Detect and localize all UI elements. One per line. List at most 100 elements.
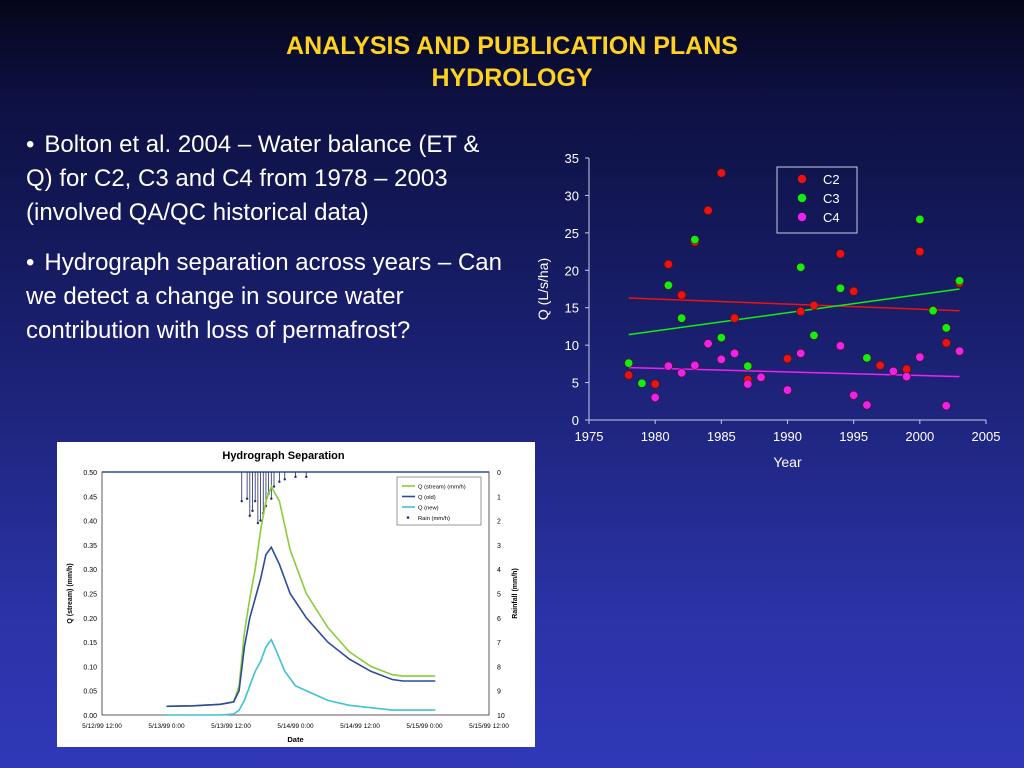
- data-point: [730, 348, 740, 358]
- x-tick-label: 2000: [905, 429, 934, 444]
- legend-marker: [797, 174, 807, 184]
- y2-tick-label: 5: [497, 592, 501, 599]
- data-point: [835, 249, 845, 259]
- title-line-2: HYDROLOGY: [431, 64, 593, 92]
- data-point: [624, 358, 634, 368]
- rain-point: [305, 475, 308, 479]
- y-tick-label: 25: [565, 226, 579, 241]
- chart-legend: C2 C3 C4: [776, 166, 858, 234]
- y-tick-label: 10: [565, 338, 579, 353]
- legend-swatch: [406, 516, 410, 519]
- data-point: [915, 247, 925, 257]
- data-point: [796, 348, 806, 358]
- data-point: [650, 393, 660, 403]
- bullet-text: Bolton et al. 2004 – Water balance (ET &…: [26, 131, 480, 226]
- slide-title: ANALYSIS AND PUBLICATION PLANS HYDROLOGY: [0, 30, 1024, 94]
- hydrograph-legend: Q (stream) (mm/h) Q (old) Q (new) Rain (mm/…: [396, 476, 482, 526]
- y2-axis-title: Rainfall (mm/h): [512, 568, 519, 619]
- scatter-chart: 0 5 10 15 20 25 30 35 1975 1980 1985 1990 1995 2000 20…: [535, 151, 1000, 470]
- data-point: [677, 313, 687, 323]
- legend-box: [776, 166, 858, 234]
- x-tick-label: 5/14/99 0:00: [277, 723, 314, 730]
- x-tick-label: 1995: [839, 429, 868, 444]
- data-point: [915, 214, 925, 224]
- x-tick-label: 5/13/99 0:00: [148, 723, 185, 730]
- x-axis-title: Date: [287, 735, 303, 744]
- hydrograph-title: Hydrograph Separation: [222, 450, 345, 462]
- y-tick-label: 0.20: [83, 616, 97, 623]
- bullet-dot-icon: •: [26, 131, 35, 158]
- y-tick-label: 0.40: [83, 519, 97, 526]
- rain-point: [256, 521, 260, 525]
- legend-label: C3: [823, 191, 840, 206]
- data-point: [849, 390, 859, 400]
- data-point: [955, 276, 965, 286]
- data-point: [716, 168, 726, 178]
- rain-point: [270, 497, 273, 500]
- legend-label: Q (old): [418, 495, 436, 501]
- y2-tick-label: 3: [497, 543, 501, 550]
- y2-tick-label: 8: [497, 664, 501, 671]
- rain-point: [248, 514, 252, 517]
- rain-point: [251, 509, 254, 513]
- rain-point: [259, 519, 262, 522]
- trend-line: [628, 297, 960, 312]
- data-point: [663, 259, 673, 269]
- data-point: [624, 370, 634, 380]
- rain-point: [272, 485, 276, 488]
- data-point: [941, 338, 951, 348]
- trend-line: [628, 288, 960, 336]
- x-tick-label: 5/15/99 0:00: [406, 723, 443, 730]
- x-tick-label: 1990: [773, 429, 802, 444]
- x-tick-label: 5/12/99 12:00: [82, 723, 122, 730]
- rain-point: [278, 480, 281, 483]
- y-tick-label: 15: [565, 301, 579, 316]
- x-tick-label: 1975: [575, 429, 604, 444]
- legend-box: [396, 476, 482, 526]
- y-tick-label: 5: [572, 376, 579, 391]
- data-point: [690, 360, 700, 370]
- bullet-dot-icon: •: [26, 249, 35, 276]
- y-tick-label: 0: [572, 413, 579, 428]
- data-point: [809, 300, 819, 310]
- series-line: [166, 545, 436, 708]
- y-tick-label: 0.00: [83, 713, 97, 720]
- series-line: [166, 484, 436, 708]
- x-axis-title: Year: [773, 454, 802, 470]
- y-tick-label: 0.50: [83, 470, 97, 477]
- y-tick-label: 0.10: [83, 664, 97, 671]
- y-tick-label: 0.05: [83, 689, 97, 696]
- data-point: [756, 372, 766, 382]
- legend-label: Q (stream) (mm/h): [418, 485, 466, 491]
- y2-tick-label: 4: [497, 567, 501, 574]
- bullet-text: Hydrograph separation across years – Can…: [26, 249, 502, 344]
- data-point: [796, 306, 806, 316]
- legend-marker: [797, 193, 807, 203]
- y2-tick-label: 7: [497, 640, 501, 647]
- data-point: [941, 401, 951, 411]
- data-point: [862, 353, 872, 363]
- y2-tick-label: 10: [497, 713, 505, 720]
- y-tick-label: 30: [565, 188, 579, 203]
- data-point: [663, 361, 673, 371]
- legend-label: Q (new): [418, 506, 439, 512]
- y-tick-label: 0.15: [83, 640, 97, 647]
- hydrograph-chart: Hydrograph Separation 0.00 0.05 0.10 0.15 0.2…: [67, 450, 519, 744]
- y2-tick-label: 9: [497, 689, 501, 696]
- data-point: [835, 341, 845, 351]
- data-point: [650, 379, 660, 389]
- y-tick-label: 0.30: [83, 567, 97, 574]
- data-point: [743, 361, 753, 371]
- y-tick-label: 0.35: [83, 543, 97, 550]
- rain-point: [240, 499, 243, 503]
- data-point: [677, 368, 687, 378]
- data-point: [875, 360, 885, 370]
- y2-tick-label: 1: [497, 494, 501, 501]
- data-point: [743, 379, 753, 389]
- x-tick-label: 1985: [707, 429, 736, 444]
- data-point: [915, 352, 925, 362]
- data-point: [835, 283, 845, 293]
- data-point: [782, 385, 792, 395]
- title-line-1: ANALYSIS AND PUBLICATION PLANS: [286, 32, 738, 60]
- y2-tick-label: 2: [497, 519, 501, 526]
